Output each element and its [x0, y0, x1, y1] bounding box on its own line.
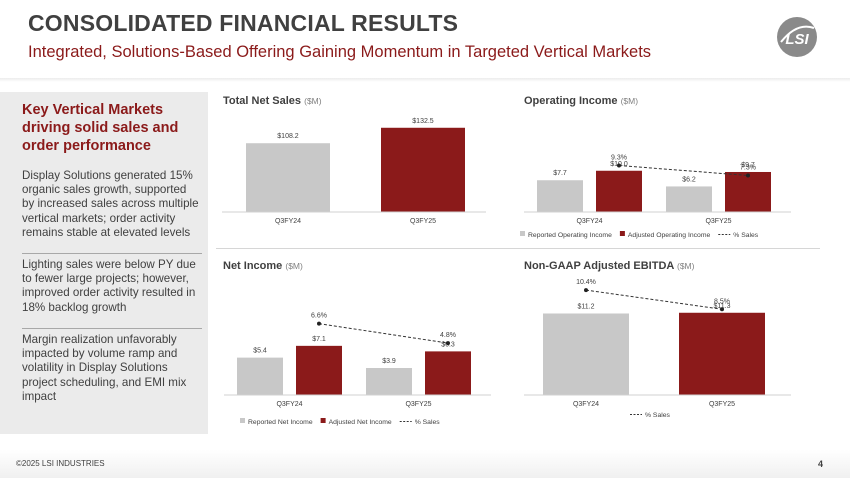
bar-value-label: $5.4	[253, 348, 267, 355]
bar	[246, 143, 330, 212]
bar	[381, 127, 465, 212]
pct-sales-point	[720, 307, 724, 312]
bar-value-label: $108.2	[277, 133, 299, 140]
pct-sales-line	[618, 165, 749, 176]
legend-swatch	[320, 418, 326, 423]
sidebar-point-lighting: Lighting sales were below PY due to fewe…	[22, 258, 196, 314]
bar	[725, 171, 771, 212]
sidebar-divider	[22, 328, 202, 329]
total-net-sales-chart: Total Net Sales ($M) $108.2 Q3FY24 $132.5 Q…	[216, 90, 506, 240]
pct-sales-point	[446, 341, 450, 346]
legend-swatch	[619, 231, 625, 236]
category-label: Q3FY24	[573, 401, 599, 408]
bar-value-label: $11.3	[714, 303, 731, 310]
legend-label: Adjusted Operating Income	[628, 232, 711, 239]
legend-swatch	[240, 418, 245, 423]
svg-text:LSI: LSI	[785, 31, 809, 48]
bar-value-label: $7.7	[553, 170, 567, 177]
category-label: Q3FY24	[276, 401, 302, 408]
category-label: Q3FY24	[275, 218, 301, 225]
legend-label: % Sales	[645, 412, 671, 419]
pct-sales-point	[617, 163, 621, 168]
chart-title: Non-GAAP Adjusted EBITDA ($M)	[524, 260, 695, 272]
category-label: Q3FY24	[576, 218, 602, 225]
bar	[366, 368, 412, 395]
bar-value-label: $7.1	[312, 336, 326, 343]
header-divider	[0, 78, 850, 82]
adjusted-ebitda-chart: Non-GAAP Adjusted EBITDA ($M) $11.2 Q3FY2…	[516, 255, 821, 435]
bar	[543, 313, 629, 395]
pct-sales-line	[318, 323, 449, 344]
page-subtitle: Integrated, Solutions-Based Offering Gai…	[28, 43, 652, 61]
pct-sales-label: 7.3%	[740, 165, 756, 172]
pct-sales-label: 6.6%	[311, 313, 327, 320]
bar	[425, 351, 471, 395]
bar	[666, 186, 712, 212]
sidebar-point-display: Display Solutions generated 15% organic …	[22, 169, 199, 239]
pct-sales-point	[746, 173, 750, 178]
category-label: Q3FY25	[705, 218, 731, 225]
bar-value-label: $3.9	[382, 358, 396, 365]
chart-title: Total Net Sales ($M)	[223, 95, 322, 107]
legend-swatch	[520, 231, 525, 236]
bar-value-label: $9.7	[741, 162, 755, 169]
bar-value-label: $6.2	[682, 176, 696, 183]
bar	[596, 170, 642, 212]
chart-title: Operating Income ($M)	[524, 95, 638, 107]
legend-label: Reported Operating Income	[528, 232, 612, 239]
sidebar-heading: Key Vertical Markets driving solid sales…	[22, 102, 179, 154]
category-label: Q3FY25	[709, 401, 735, 408]
legend-label: Adjusted Net Income	[329, 419, 392, 426]
legend-label: % Sales	[415, 419, 441, 426]
pct-sales-label: 10.4%	[576, 279, 596, 286]
lsi-logo: LSI	[776, 16, 818, 58]
operating-income-chart: Operating Income ($M) $7.7$10.0Q3FY24$6.…	[516, 90, 821, 245]
bar-value-label: $11.2	[578, 303, 595, 310]
pct-sales-point	[317, 321, 321, 326]
chart-grid-divider	[216, 248, 820, 249]
bar	[537, 180, 583, 212]
legend-label: % Sales	[733, 232, 759, 239]
sidebar-divider	[22, 253, 202, 254]
sidebar-point-margin: Margin realization unfavorably impacted …	[22, 333, 187, 403]
pct-sales-line	[585, 289, 723, 310]
bar	[679, 312, 765, 395]
sidebar-panel	[0, 92, 208, 434]
page-number: 4	[818, 459, 824, 469]
pct-sales-label: 4.8%	[440, 332, 456, 339]
category-label: Q3FY25	[410, 218, 436, 225]
net-income-chart: Net Income ($M) $5.4$7.1Q3FY24$3.9$6.3Q3…	[216, 255, 506, 435]
bar-value-label: $132.5	[412, 118, 434, 125]
pct-sales-label: 9.3%	[611, 155, 627, 162]
legend-label: Reported Net Income	[248, 419, 313, 426]
pct-sales-point	[584, 288, 588, 293]
bar	[296, 345, 342, 395]
copyright: ©2025 LSI INDUSTRIES	[16, 459, 105, 468]
footer-band	[0, 450, 850, 478]
category-label: Q3FY25	[405, 401, 431, 408]
bar	[237, 357, 283, 395]
page-title: CONSOLIDATED FINANCIAL RESULTS	[28, 10, 459, 36]
chart-title: Net Income ($M)	[223, 260, 303, 272]
pct-sales-label: 8.5%	[714, 298, 730, 305]
